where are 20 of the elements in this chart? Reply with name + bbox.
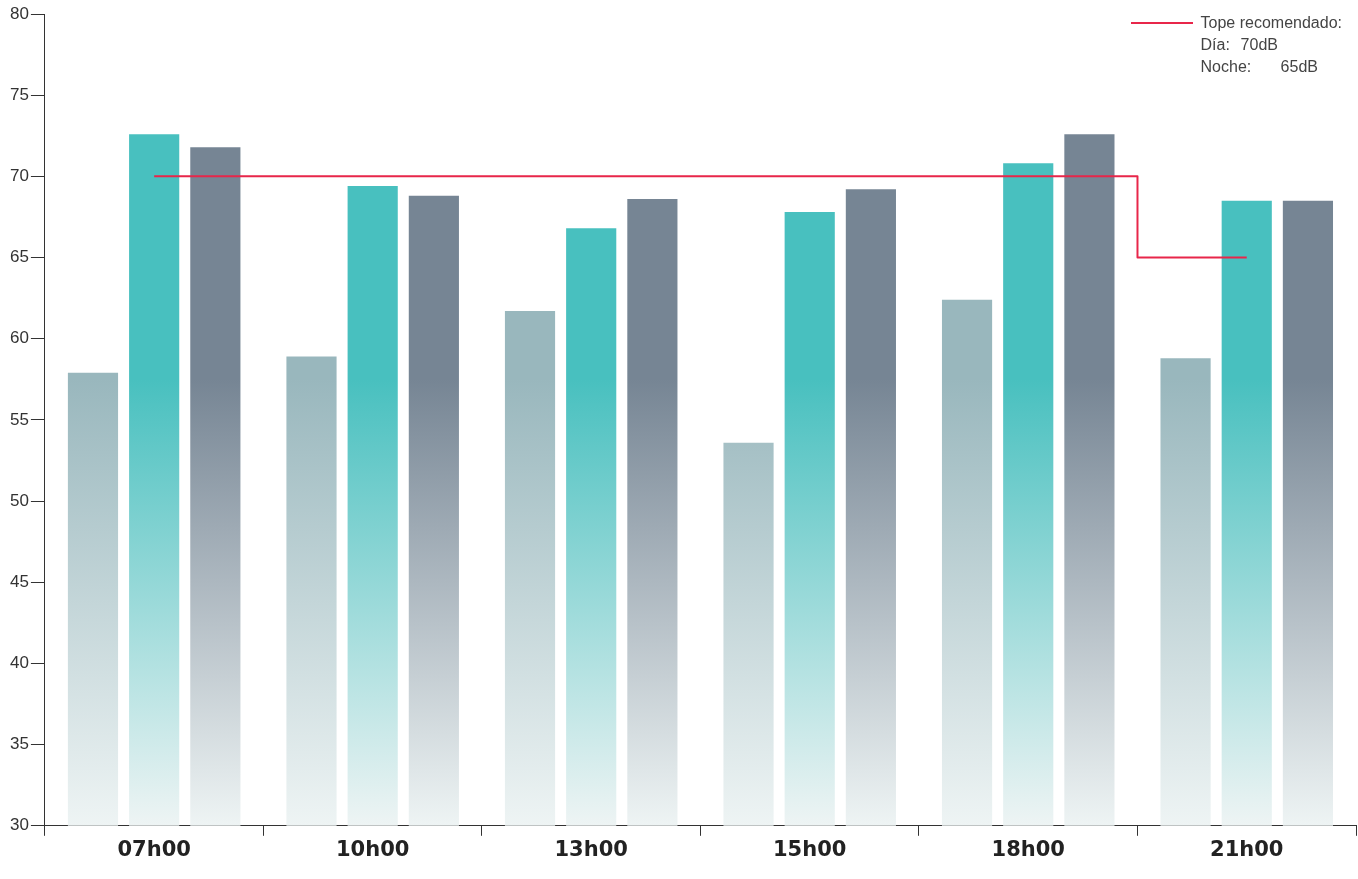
y-tick-label: 55	[9, 409, 29, 429]
annotation: Día: 70dB	[1200, 35, 1279, 55]
y-tick-label: 30	[9, 815, 29, 835]
y-tick-label: 70	[9, 166, 29, 186]
x-tick-label: 10h00	[335, 836, 410, 861]
y-tick-label: 50	[9, 490, 29, 510]
y-tick-label: 60	[9, 328, 29, 348]
y-tick-label: 80	[9, 3, 29, 23]
y-tick-label: 40	[9, 653, 29, 673]
y-tick-label: 65	[9, 247, 29, 267]
y-tick-label: 75	[9, 84, 29, 104]
x-tick-label: 18h00	[991, 836, 1065, 861]
x-tick-label: 07h00	[117, 836, 191, 861]
x-tick-label: 13h00	[554, 836, 628, 861]
annotation: Noche: 65dB	[1200, 57, 1319, 77]
y-tick-label: 35	[9, 734, 29, 754]
x-tick-label: 21h00	[1210, 836, 1284, 861]
y-tick-label: 45	[9, 571, 29, 591]
legend-label: Tope recomendado:	[1200, 14, 1342, 32]
x-tick-label: 15h00	[773, 836, 847, 861]
